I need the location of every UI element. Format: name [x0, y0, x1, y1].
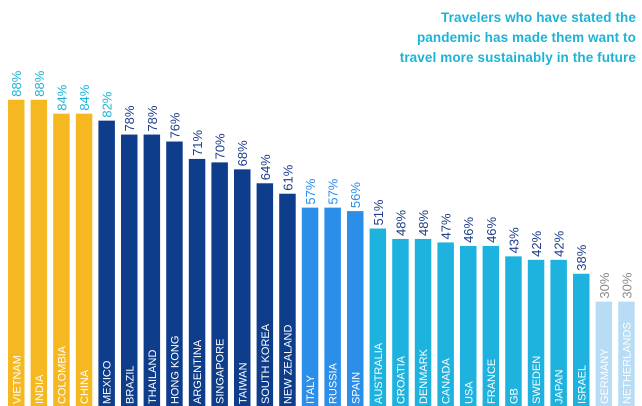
bar-gb — [505, 256, 522, 406]
value-label: 88% — [32, 70, 47, 96]
category-label: BRAZIL — [124, 365, 136, 404]
category-label: SWEDEN — [531, 356, 543, 404]
category-label: AUSTRALIA — [373, 342, 385, 404]
bar-usa — [460, 245, 477, 406]
value-label: 46% — [484, 216, 499, 242]
value-label: 51% — [371, 199, 386, 225]
category-label: ARGENTINA — [192, 339, 204, 404]
value-label: 70% — [213, 133, 228, 159]
category-label: JAPAN — [554, 369, 566, 404]
category-label: GERMANY — [599, 348, 611, 404]
category-label: COLOMBIA — [56, 345, 68, 404]
value-label: 38% — [574, 244, 589, 270]
bar-vietnam — [8, 99, 25, 406]
category-label: FRANCE — [486, 359, 498, 404]
bar-china — [75, 113, 93, 406]
bar-germany — [595, 301, 613, 406]
bar-spain — [347, 211, 364, 406]
category-label: SPAIN — [350, 372, 362, 404]
value-label: 48% — [416, 210, 431, 236]
category-label: RUSSIA — [328, 362, 340, 404]
bar-russia — [324, 207, 341, 406]
bar-brazil — [121, 134, 138, 406]
value-label: 84% — [54, 84, 69, 110]
value-label: 76% — [167, 112, 182, 138]
bar-croatia — [392, 238, 409, 406]
value-label: 48% — [393, 210, 408, 236]
bar-netherlands — [618, 301, 635, 406]
bar-taiwan — [234, 169, 251, 406]
value-label: 61% — [280, 164, 295, 190]
value-label: 46% — [461, 216, 476, 242]
category-label: NETHERLANDS — [621, 322, 633, 404]
value-label: 47% — [439, 213, 454, 239]
bar-france — [482, 245, 500, 406]
value-label: 30% — [619, 272, 634, 298]
category-label: HONG KONG — [169, 336, 181, 404]
value-label: 82% — [100, 91, 115, 117]
value-label: 84% — [77, 84, 92, 110]
category-label: CHINA — [79, 369, 91, 404]
bar-singapore — [211, 162, 228, 406]
category-label: USA — [463, 381, 475, 404]
category-label: CROATIA — [395, 355, 407, 404]
category-label: TAIWAN — [237, 362, 249, 404]
value-label: 30% — [597, 272, 612, 298]
bar-thailand — [143, 134, 161, 406]
value-label: 42% — [529, 230, 544, 256]
chart-title-line-2: pandemic has made them want to — [416, 30, 636, 45]
bar-mexico — [98, 120, 115, 406]
value-label: 88% — [9, 70, 24, 96]
value-label: 56% — [348, 182, 363, 208]
value-label: 42% — [552, 230, 567, 256]
bar-india — [30, 99, 48, 406]
category-label: CANADA — [441, 357, 453, 404]
bar-colombia — [53, 113, 70, 406]
bar-argentina — [188, 158, 206, 406]
category-label: DENMARK — [418, 348, 430, 404]
category-label: SOUTH KOREA — [260, 323, 272, 404]
value-label: 78% — [145, 105, 160, 131]
chart-title-line-3: travel more sustainably in the future — [399, 50, 636, 65]
category-label: THAILAND — [147, 350, 159, 404]
bar-sweden — [527, 259, 545, 406]
value-label: 43% — [506, 227, 521, 253]
value-label: 71% — [190, 129, 205, 155]
category-label: INDIA — [34, 374, 46, 404]
bar-canada — [437, 242, 454, 406]
bar-denmark — [414, 238, 432, 406]
category-label: ITALY — [305, 374, 317, 404]
category-label: SINGAPORE — [215, 339, 227, 404]
bar-japan — [550, 259, 567, 406]
chart-title-line-1: Travelers who have stated the — [441, 10, 636, 25]
bar-hong-kong — [166, 141, 183, 406]
category-label: NEW ZEALAND — [282, 324, 294, 404]
value-label: 78% — [122, 105, 137, 131]
category-label: GB — [508, 388, 520, 404]
category-label: MEXICO — [102, 360, 114, 404]
bar-israel — [573, 273, 590, 406]
value-label: 68% — [235, 140, 250, 166]
chart-title: Travelers who have stated the pandemic h… — [306, 8, 636, 68]
value-label: 57% — [303, 178, 318, 204]
bar-south-korea — [256, 183, 274, 406]
bar-italy — [301, 207, 319, 406]
value-label: 57% — [326, 178, 341, 204]
category-label: ISRAEL — [576, 365, 588, 404]
category-label: VIETNAM — [11, 355, 23, 404]
bar-new-zealand — [279, 193, 296, 406]
bar-australia — [369, 228, 387, 406]
value-label: 64% — [258, 154, 273, 180]
